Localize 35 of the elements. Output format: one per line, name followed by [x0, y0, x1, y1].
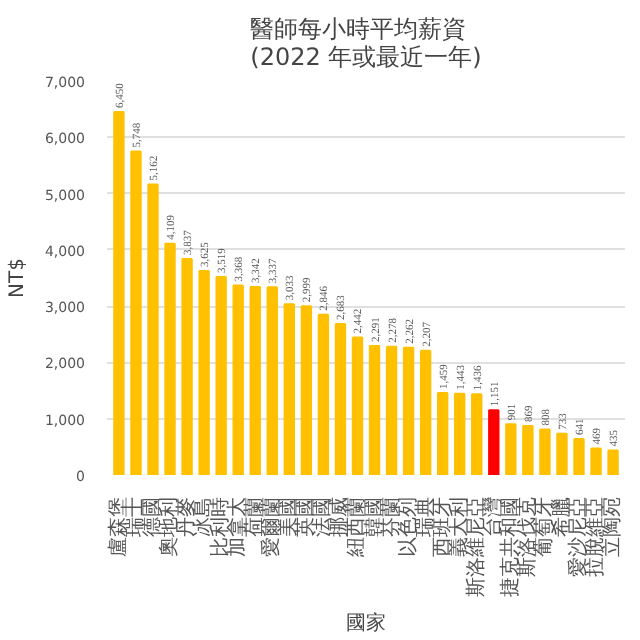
- bar: [232, 284, 244, 475]
- bar: [147, 183, 159, 475]
- bar: [249, 285, 261, 475]
- bar: [573, 437, 585, 475]
- bar: [215, 275, 227, 475]
- bar: [419, 349, 432, 475]
- bar: [164, 242, 176, 475]
- bar: [556, 432, 568, 475]
- bar: [351, 336, 364, 475]
- bar: [488, 409, 500, 475]
- bar: [266, 286, 278, 475]
- bar: [454, 392, 466, 475]
- bar: [471, 393, 483, 475]
- bar: [300, 305, 313, 475]
- bar: [436, 391, 449, 475]
- x-tick-label: 盧森堡: [105, 497, 130, 557]
- bar: [590, 447, 602, 475]
- bar: [334, 322, 347, 475]
- x-axis-title: 國家: [346, 611, 386, 635]
- bar: [130, 150, 142, 475]
- bar: [368, 345, 381, 475]
- bar: [505, 423, 517, 475]
- bar: [402, 346, 415, 475]
- bar: [198, 269, 210, 475]
- bar: [385, 345, 398, 475]
- bar: [283, 303, 296, 475]
- bar: [113, 110, 125, 475]
- bar: [181, 258, 193, 475]
- x-tick-label: 立陶宛: [600, 497, 625, 557]
- y-axis-title: NT$: [6, 258, 29, 298]
- bar: [522, 425, 534, 475]
- bar: [539, 428, 551, 475]
- bar: [607, 449, 619, 475]
- chart-title: 醫師每小時平均薪資 (2022 年或最近一年): [250, 15, 482, 71]
- bar: [317, 313, 330, 475]
